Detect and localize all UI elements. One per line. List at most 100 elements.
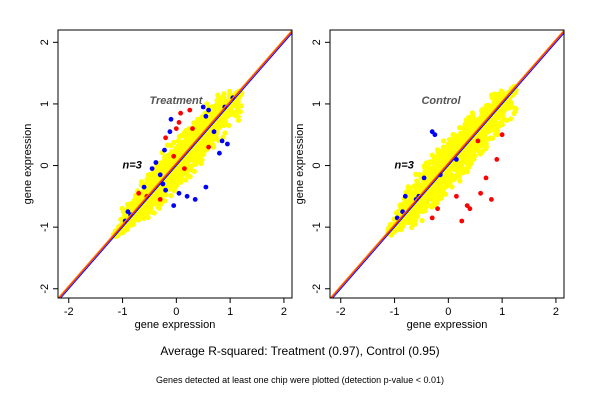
data-point: [467, 206, 473, 212]
data-point-yellow: [222, 119, 228, 126]
x-axis-label: gene expression: [407, 319, 488, 331]
data-point-yellow: [202, 138, 208, 144]
scatter-panel-control: -2 -1 0 1 2 -2 -1 0 1 2 gene expression gene expres…: [294, 29, 565, 331]
data-point-yellow: [489, 135, 496, 141]
data-point-yellow: [198, 121, 204, 127]
data-point: [149, 166, 155, 172]
data-point-yellow: [457, 125, 463, 131]
data-point-yellow: [129, 222, 135, 228]
data-point-yellow: [130, 216, 136, 222]
reference-line: [332, 32, 564, 298]
y-tick-label: 2: [311, 39, 323, 45]
data-point-yellow: [139, 190, 145, 196]
data-point-yellow: [431, 156, 437, 163]
data-point-yellow: [475, 148, 481, 154]
x-tick-label: 2: [553, 306, 559, 318]
data-point-yellow: [196, 157, 202, 163]
data-point: [176, 120, 182, 125]
data-point: [167, 129, 173, 135]
data-point-yellow: [182, 158, 188, 164]
data-point-yellow: [492, 118, 498, 124]
data-point-yellow: [463, 149, 469, 155]
y-tick-label: -1: [311, 222, 323, 232]
data-point: [494, 157, 500, 162]
data-point-yellow: [191, 120, 197, 126]
data-point-yellow: [189, 129, 195, 135]
data-point-yellow: [176, 134, 182, 140]
data-point-yellow: [450, 132, 456, 138]
data-point-yellow: [197, 153, 203, 159]
data-point: [206, 144, 212, 150]
data-point-yellow: [447, 176, 453, 182]
data-point-yellow: [158, 201, 164, 207]
panel-label: Treatment: [149, 95, 203, 107]
data-point-yellow: [448, 139, 454, 146]
data-point-yellow: [170, 170, 176, 176]
reference-line: [330, 30, 564, 298]
data-point-yellow: [483, 141, 489, 147]
data-point-yellow: [183, 135, 189, 141]
data-point-yellow: [163, 192, 169, 198]
data-point-yellow: [165, 180, 171, 186]
data-point-yellow: [398, 226, 404, 232]
data-point-yellow: [164, 157, 170, 163]
data-point-yellow: [441, 150, 447, 156]
data-point-yellow: [437, 195, 444, 201]
data-point-yellow: [227, 88, 233, 94]
data-point-yellow: [416, 172, 422, 178]
data-point: [203, 113, 209, 119]
data-point-yellow: [185, 152, 191, 158]
plot-area: [58, 30, 292, 298]
data-point: [157, 172, 163, 178]
scatter-panel-treatment: -2 -1 0 1 2 -2 -1 0 1 2 gene expression gene expres…: [22, 29, 293, 331]
y-tick-label: 0: [311, 162, 323, 168]
data-point-yellow: [213, 125, 219, 131]
data-point: [402, 193, 408, 199]
data-point: [475, 138, 481, 144]
data-point-yellow: [204, 132, 210, 138]
data-point: [141, 184, 147, 190]
data-point-yellow: [463, 117, 469, 123]
data-point-yellow: [496, 91, 502, 97]
n-label: n=3: [123, 160, 142, 172]
data-point-yellow: [408, 190, 414, 196]
data-point-yellow: [226, 122, 232, 129]
data-point-yellow: [429, 204, 435, 210]
reference-line: [58, 30, 292, 298]
data-point-yellow: [406, 218, 412, 224]
data-point-yellow: [499, 122, 505, 128]
data-point-yellow: [215, 119, 221, 126]
x-tick-label: 0: [173, 306, 179, 318]
data-point-yellow: [176, 174, 182, 180]
data-point: [464, 203, 470, 209]
x-tick-label: 2: [281, 306, 287, 318]
data-point-yellow: [238, 103, 244, 109]
data-point-yellow: [221, 94, 227, 101]
data-point: [125, 209, 131, 215]
data-point-yellow: [486, 127, 492, 133]
data-point-yellow: [172, 148, 179, 154]
data-point-yellow: [156, 188, 162, 194]
data-point-yellow: [183, 172, 190, 178]
data-point-yellow: [412, 184, 418, 190]
data-point-yellow: [231, 101, 237, 107]
plot-area: [330, 30, 564, 298]
data-point-yellow: [462, 121, 468, 127]
data-point-yellow: [225, 113, 231, 119]
data-point-yellow: [170, 180, 177, 186]
y-tick-label: 1: [311, 101, 323, 107]
data-point-yellow: [219, 114, 225, 120]
data-point-yellow: [164, 142, 170, 148]
data-point-yellow: [467, 161, 474, 167]
data-point-yellow: [145, 214, 151, 221]
x-tick-label: 1: [499, 306, 505, 318]
data-point-yellow: [419, 217, 425, 224]
data-point-yellow: [508, 116, 514, 122]
data-point-yellow: [470, 155, 476, 162]
data-point-yellow: [123, 223, 129, 229]
r-squared-caption: Average R-squared: Treatment (0.97), Con…: [160, 344, 440, 358]
data-point: [206, 107, 212, 113]
data-point-yellow: [495, 114, 501, 121]
data-point: [178, 110, 184, 116]
